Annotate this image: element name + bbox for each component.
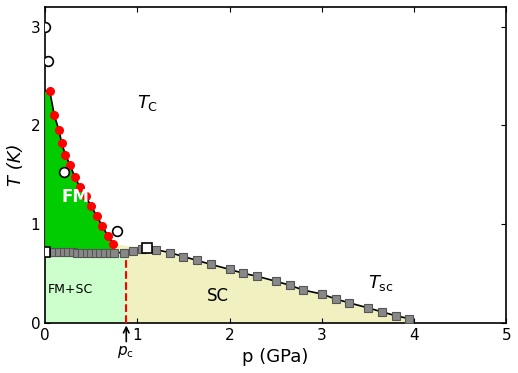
Text: $T_{\mathrm{C}}$: $T_{\mathrm{C}}$ (137, 93, 159, 113)
Polygon shape (45, 91, 113, 253)
Text: $p_{\mathrm{c}}$: $p_{\mathrm{c}}$ (117, 344, 134, 360)
Text: $T_{\mathrm{sc}}$: $T_{\mathrm{sc}}$ (368, 273, 394, 293)
Text: FM: FM (62, 188, 90, 206)
X-axis label: p (GPa): p (GPa) (242, 348, 309, 366)
Polygon shape (45, 249, 126, 323)
Polygon shape (45, 244, 414, 323)
Text: SC: SC (207, 287, 228, 305)
Text: FM+SC: FM+SC (48, 283, 93, 296)
Y-axis label: T (K): T (K) (7, 144, 25, 186)
